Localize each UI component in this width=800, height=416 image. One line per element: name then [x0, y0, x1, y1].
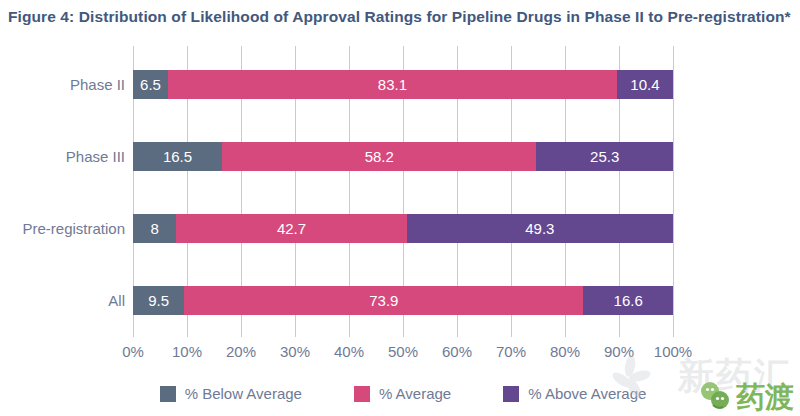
bar-row: 8 42.7 49.3: [133, 214, 673, 243]
y-axis-label: All: [0, 292, 125, 309]
y-axis-label: Phase II: [0, 76, 125, 93]
yaodu-logo-text: 药渡: [736, 383, 794, 412]
bar-row: 16.5 58.2 25.3: [133, 142, 673, 171]
bar-row: 6.5 83.1 10.4: [133, 70, 673, 99]
bar-segment-above-average: 49.3: [407, 214, 673, 243]
x-tick-label: 30%: [265, 343, 325, 360]
x-tick-label: 100%: [643, 343, 703, 360]
bar-segment-average: 42.7: [176, 214, 407, 243]
plot-area: 6.5 83.1 10.4 16.5 58.2 25.3 8 42.7 49.3 9.5 73.9 1…: [133, 46, 673, 337]
legend-label: % Below Average: [185, 385, 302, 402]
figure-title: Figure 4: Distribution of Likelihood of …: [8, 8, 796, 26]
bar-value-label: 49.3: [525, 221, 554, 236]
bar-segment-below-average: 6.5: [133, 70, 168, 99]
bar-segment-above-average: 25.3: [536, 142, 673, 171]
bar-value-label: 58.2: [365, 149, 394, 164]
legend-label: % Average: [379, 385, 451, 402]
y-axis-label: Pre-registration: [0, 220, 125, 237]
watermark: 新药汇 药渡: [628, 352, 798, 416]
legend: % Below Average % Average % Above Average: [133, 385, 673, 402]
legend-item: % Above Average: [503, 385, 646, 402]
legend-item: % Below Average: [160, 385, 302, 402]
bar-segment-below-average: 8: [133, 214, 176, 243]
y-axis-label: Phase III: [0, 148, 125, 165]
bar-segment-below-average: 9.5: [133, 286, 184, 315]
yaodu-logo: 药渡: [699, 378, 794, 412]
bar-value-label: 25.3: [590, 149, 619, 164]
bar-segment-average: 83.1: [168, 70, 617, 99]
yaodu-logo-icon: [699, 378, 733, 412]
legend-item: % Average: [354, 385, 451, 402]
x-tick-label: 40%: [319, 343, 379, 360]
bar-value-label: 10.4: [630, 77, 659, 92]
x-tick-label: 60%: [427, 343, 487, 360]
x-tick-label: 80%: [535, 343, 595, 360]
bar-value-label: 16.5: [163, 149, 192, 164]
x-tick-label: 70%: [481, 343, 541, 360]
legend-label: % Above Average: [528, 385, 646, 402]
bar-value-label: 73.9: [369, 293, 398, 308]
bar-segment-average: 58.2: [222, 142, 536, 171]
bar-segment-average: 73.9: [184, 286, 583, 315]
x-tick-label: 10%: [157, 343, 217, 360]
x-tick-label: 0%: [103, 343, 163, 360]
bar-value-label: 16.6: [614, 293, 643, 308]
x-tick-label: 50%: [373, 343, 433, 360]
x-tick-label: 20%: [211, 343, 271, 360]
bar-segment-above-average: 16.6: [583, 286, 673, 315]
bar-segment-above-average: 10.4: [617, 70, 673, 99]
bar-value-label: 8: [150, 221, 158, 236]
legend-marker-average: [354, 386, 370, 402]
x-tick-label: 90%: [589, 343, 649, 360]
bar-value-label: 9.5: [148, 293, 169, 308]
bar-segment-below-average: 16.5: [133, 142, 222, 171]
gridline: [673, 46, 674, 337]
bar-value-label: 42.7: [277, 221, 306, 236]
bar-row: 9.5 73.9 16.6: [133, 286, 673, 315]
legend-marker-below-average: [160, 386, 176, 402]
bar-value-label: 83.1: [378, 77, 407, 92]
figure-4-stacked-bar-chart: Figure 4: Distribution of Likelihood of …: [0, 0, 800, 416]
legend-marker-above-average: [503, 386, 519, 402]
bar-value-label: 6.5: [140, 77, 161, 92]
